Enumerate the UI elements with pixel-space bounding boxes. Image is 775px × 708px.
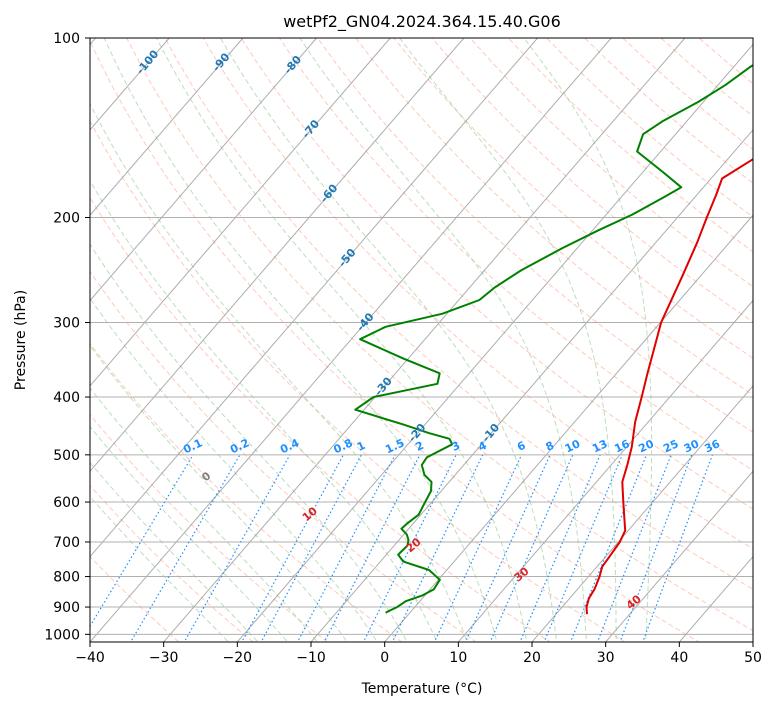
- mixing-ratio-line: [241, 454, 344, 642]
- mixing-ratio-line: [569, 454, 648, 642]
- dry-adiabat-line: [469, 38, 753, 288]
- mixing-ratio-line: [596, 454, 672, 642]
- x-tick-label: −40: [75, 650, 105, 666]
- series-layer: [354, 63, 753, 615]
- x-tick-label: −30: [149, 650, 179, 666]
- x-tick-label: 30: [597, 650, 615, 666]
- chart-title: wetPf2_GN04.2024.364.15.40.G06: [283, 12, 561, 32]
- mixing-ratio-line: [433, 454, 523, 642]
- moist-adiabat-line: [90, 425, 289, 642]
- y-tick-label: 100: [53, 31, 80, 47]
- x-tick-label: 40: [670, 650, 688, 666]
- moist-adiabat-line: [220, 38, 558, 642]
- isotherm-line: [310, 129, 753, 642]
- moist-adiabat-line: [90, 461, 259, 642]
- y-tick-label: 200: [53, 211, 80, 227]
- x-axis-label: Temperature (°C): [361, 681, 483, 697]
- mixing-ratio-label: 30: [682, 437, 702, 455]
- y-tick-label: 500: [53, 448, 80, 464]
- dewpoint-profile-line: [354, 63, 753, 614]
- dry-adiabat-line: [90, 484, 254, 642]
- mixing-ratio-line: [296, 454, 396, 642]
- isotherm-line: [605, 470, 753, 642]
- mixing-ratio-label: 25: [661, 437, 680, 455]
- y-tick-label: 1000: [44, 627, 80, 643]
- mixing-ratio-line: [183, 454, 291, 642]
- x-tick-label: −20: [223, 650, 253, 666]
- dry-adiabat-line: [240, 38, 753, 510]
- isotherm-line: [90, 38, 317, 302]
- moist-adiabat-line: [399, 38, 617, 642]
- moist-adiabat-line: [523, 38, 653, 642]
- mixing-ratio-label: 36: [703, 437, 723, 455]
- moist-adiabat-line: [90, 102, 468, 642]
- dry-adiabat-line: [164, 38, 753, 590]
- moist-adiabat-line: [90, 387, 319, 642]
- background-lines: [90, 38, 753, 642]
- y-tick-label: 700: [53, 535, 80, 551]
- mixing-ratio-label: 16: [612, 437, 632, 455]
- plot-background: [90, 38, 753, 642]
- plot-frame: [89, 37, 754, 643]
- moist-adiabat-line: [90, 495, 229, 642]
- x-tick-label: 10: [449, 650, 467, 666]
- mixing-ratio-line: [464, 454, 551, 642]
- mixing-ratio-label: 20: [637, 437, 657, 455]
- isotherm-line: [90, 38, 538, 558]
- moist-adiabat-line: [90, 179, 438, 642]
- y-axis-label: Pressure (hPa): [13, 290, 29, 390]
- mixing-ratio-line: [543, 454, 623, 642]
- x-tick-label: 50: [744, 650, 762, 666]
- mixing-ratio-line: [519, 454, 601, 642]
- y-axis: 100 200 300 400 500 600 700 800 900 1000: [44, 31, 90, 643]
- y-tick-label: 900: [53, 600, 80, 616]
- isotherm-line: [531, 385, 753, 642]
- y-tick-label: 300: [53, 316, 80, 332]
- mixing-ratio-line: [90, 454, 194, 628]
- isotherm-line: [90, 38, 612, 642]
- isotherm-line: [457, 299, 753, 642]
- x-axis: −40 −30 −20 −10 0 10 20 30 40 50: [75, 642, 762, 666]
- moist-adiabat-line: [103, 38, 498, 642]
- isotherm-line: [384, 214, 753, 642]
- y-tick-label: 600: [53, 495, 80, 511]
- moist-adiabat-line: [156, 38, 528, 642]
- x-tick-label: 0: [380, 650, 389, 666]
- dry-adiabat-line: [355, 38, 753, 396]
- dry-adiabat-line: [90, 413, 329, 642]
- temperature-profile-line: [585, 158, 753, 615]
- dry-adiabat-line: [90, 39, 700, 642]
- x-tick-label: −10: [296, 650, 326, 666]
- isotherm-line: [236, 43, 753, 642]
- dry-adiabat-line: [202, 38, 753, 550]
- isotherm-line: [90, 38, 244, 216]
- x-tick-label: 20: [523, 650, 541, 666]
- mixing-ratio-line: [129, 454, 241, 642]
- mixing-ratio-label: 10: [563, 437, 583, 455]
- mixing-ratio-line: [260, 454, 362, 642]
- moist-adiabat-line: [90, 297, 378, 642]
- moist-adiabat-line: [299, 38, 587, 642]
- mixing-ratio-line: [489, 454, 574, 642]
- y-tick-label: 800: [53, 570, 80, 586]
- isotherm-line: [90, 38, 465, 473]
- dry-adiabat-line: [90, 196, 552, 642]
- mixing-ratio-label: 13: [590, 437, 609, 455]
- isotherm-line: [90, 38, 391, 387]
- dry-adiabat-line: [90, 120, 626, 642]
- isotherm-line: [163, 38, 686, 642]
- dry-adiabat-line: [90, 270, 477, 642]
- y-tick-label: 400: [53, 390, 80, 406]
- dry-adiabat-line: [126, 38, 753, 632]
